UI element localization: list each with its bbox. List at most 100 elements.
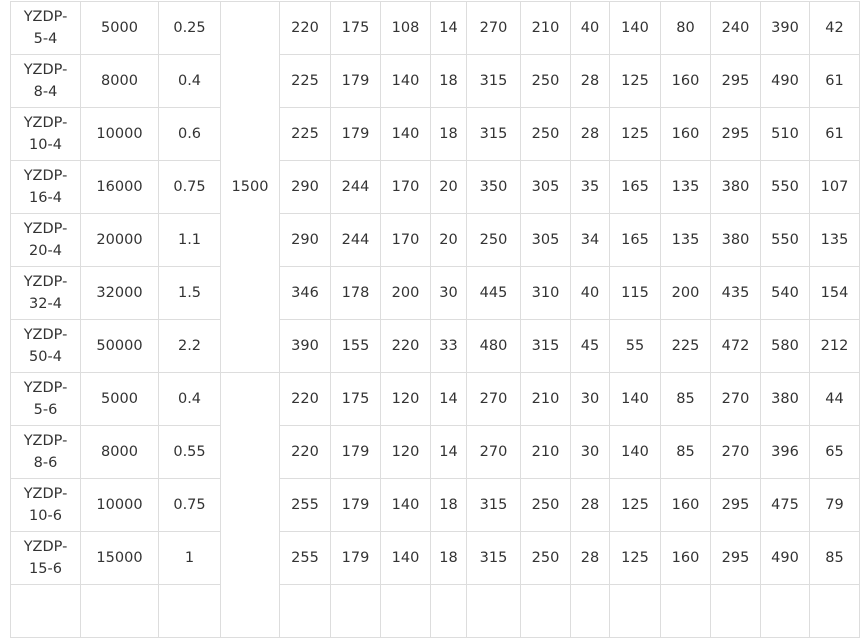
dimension-cell: 120 — [380, 425, 431, 479]
dimension-cell: 435 — [710, 266, 761, 320]
dimension-cell: 28 — [570, 54, 610, 108]
dimension-cell: 14 — [430, 372, 467, 426]
dimension-cell: 490 — [760, 531, 810, 585]
dimension-cell: 220 — [279, 1, 331, 55]
dimension-cell: 155 — [330, 319, 381, 373]
dimension-cell: 160 — [660, 54, 711, 108]
dimension-cell: 107 — [809, 160, 860, 214]
dimension-cell: 380 — [760, 372, 810, 426]
dimension-cell: 14 — [430, 1, 467, 55]
dimension-cell: 380 — [710, 160, 761, 214]
dimension-cell: 270 — [710, 425, 761, 479]
dimension-cell: 178 — [330, 266, 381, 320]
speed-cell — [220, 372, 280, 638]
empty-cell — [760, 584, 810, 638]
model-text-part: YZDP- — [23, 115, 68, 131]
dimension-cell: 45 — [570, 319, 610, 373]
dimension-cell: 65 — [809, 425, 860, 479]
dimension-cell: 79 — [809, 478, 860, 532]
force-cell: 15000 — [80, 531, 159, 585]
dimension-cell: 18 — [430, 107, 467, 161]
model-text-part: YZDP- — [23, 9, 68, 25]
dimension-cell: 179 — [330, 54, 381, 108]
dimension-cell: 140 — [609, 425, 661, 479]
empty-cell — [430, 584, 467, 638]
dimension-cell: 315 — [466, 478, 521, 532]
dimension-cell: 210 — [520, 1, 571, 55]
dimension-cell: 580 — [760, 319, 810, 373]
empty-cell — [330, 584, 381, 638]
model-cell: YZDP- 8-6 — [10, 425, 81, 479]
dimension-cell: 295 — [710, 531, 761, 585]
dimension-cell: 390 — [760, 1, 810, 55]
table-row — [10, 584, 860, 638]
model-cell: YZDP- 10-4 — [10, 107, 81, 161]
dimension-cell: 125 — [609, 531, 661, 585]
table-row: YZDP- 50-4 50000 2.2 390 155 220 33 480 315 45 55 22… — [10, 319, 860, 373]
model-cell: YZDP- 10-6 — [10, 478, 81, 532]
model-text-part: 8-6 — [33, 455, 58, 471]
dimension-cell: 40 — [570, 266, 610, 320]
dimension-cell: 20 — [430, 160, 467, 214]
dimension-cell: 179 — [330, 478, 381, 532]
power-cell: 1.1 — [158, 213, 221, 267]
dimension-cell: 210 — [520, 425, 571, 479]
power-cell: 0.4 — [158, 372, 221, 426]
power-cell: 0.6 — [158, 107, 221, 161]
dimension-cell: 140 — [380, 54, 431, 108]
dimension-cell: 250 — [520, 107, 571, 161]
empty-cell — [380, 584, 431, 638]
empty-cell — [520, 584, 571, 638]
dimension-cell: 346 — [279, 266, 331, 320]
dimension-cell: 225 — [660, 319, 711, 373]
dimension-cell: 125 — [609, 478, 661, 532]
force-cell: 10000 — [80, 107, 159, 161]
dimension-cell: 200 — [660, 266, 711, 320]
dimension-cell: 61 — [809, 54, 860, 108]
empty-cell — [710, 584, 761, 638]
dimension-cell: 30 — [430, 266, 467, 320]
empty-cell — [10, 584, 81, 638]
dimension-cell: 35 — [570, 160, 610, 214]
empty-cell — [158, 584, 221, 638]
dimension-cell: 18 — [430, 478, 467, 532]
dimension-cell: 42 — [809, 1, 860, 55]
power-cell: 0.55 — [158, 425, 221, 479]
force-cell: 32000 — [80, 266, 159, 320]
dimension-cell: 255 — [279, 531, 331, 585]
dimension-cell: 540 — [760, 266, 810, 320]
dimension-cell: 140 — [609, 372, 661, 426]
dimension-cell: 250 — [520, 531, 571, 585]
dimension-cell: 33 — [430, 319, 467, 373]
table-row: YZDP- 20-4 20000 1.1 290 244 170 20 250 305 34 165 1… — [10, 213, 860, 267]
model-text-part: YZDP- — [23, 221, 68, 237]
force-cell: 20000 — [80, 213, 159, 267]
dimension-cell: 165 — [609, 160, 661, 214]
dimension-cell: 295 — [710, 54, 761, 108]
table-row: YZDP- 8-6 8000 0.55 220 179 120 14 270 210 30 140 85… — [10, 425, 860, 479]
dimension-cell: 220 — [380, 319, 431, 373]
power-cell: 2.2 — [158, 319, 221, 373]
force-cell: 5000 — [80, 372, 159, 426]
model-text-part: 20-4 — [29, 243, 62, 259]
model-cell: YZDP- 20-4 — [10, 213, 81, 267]
table-row: YZDP- 15-6 15000 1 255 179 140 18 315 250 28 125 160… — [10, 531, 860, 585]
dimension-cell: 85 — [809, 531, 860, 585]
model-text-part: 5-4 — [33, 31, 58, 47]
dimension-cell: 490 — [760, 54, 810, 108]
dimension-cell: 250 — [520, 54, 571, 108]
power-cell: 1.5 — [158, 266, 221, 320]
dimension-cell: 305 — [520, 160, 571, 214]
dimension-cell: 20 — [430, 213, 467, 267]
dimension-cell: 175 — [330, 372, 381, 426]
dimension-cell: 240 — [710, 1, 761, 55]
force-cell: 50000 — [80, 319, 159, 373]
dimension-cell: 315 — [466, 54, 521, 108]
dimension-cell: 212 — [809, 319, 860, 373]
empty-cell — [80, 584, 159, 638]
dimension-cell: 179 — [330, 531, 381, 585]
dimension-cell: 140 — [380, 531, 431, 585]
dimension-cell: 61 — [809, 107, 860, 161]
dimension-cell: 380 — [710, 213, 761, 267]
dimension-cell: 140 — [380, 478, 431, 532]
